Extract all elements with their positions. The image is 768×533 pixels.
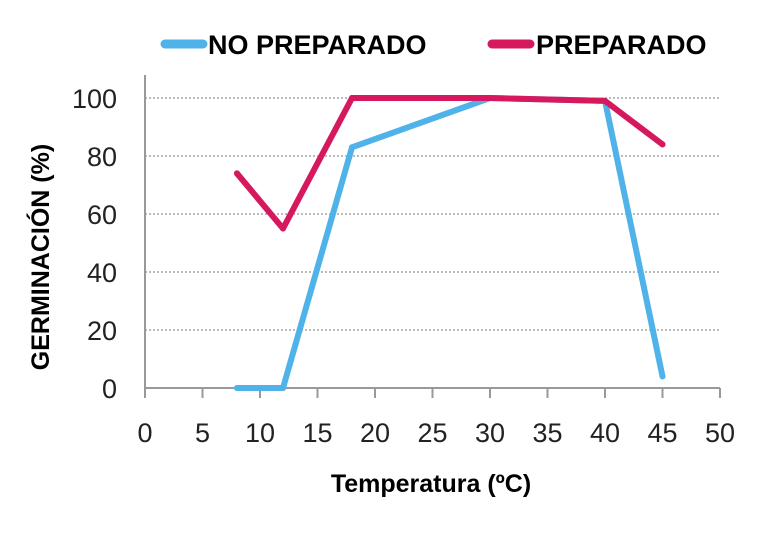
y-tick-label-60: 60 bbox=[87, 200, 117, 230]
data-point-preparado-45 bbox=[659, 141, 666, 148]
legend-label-preparado: PREPARADO bbox=[536, 30, 707, 60]
y-tick-label-100: 100 bbox=[72, 84, 117, 114]
x-tick-label-0: 0 bbox=[137, 418, 152, 448]
data-point-preparado-30 bbox=[487, 95, 493, 101]
x-tick-label-30: 30 bbox=[475, 418, 505, 448]
data-point-no-preparado-12 bbox=[280, 385, 286, 391]
x-tick-labels: 0 5 10 15 20 25 30 35 40 45 50 bbox=[137, 418, 735, 448]
data-point-preparado-8 bbox=[234, 170, 240, 177]
data-point-preparado-18 bbox=[349, 95, 355, 101]
y-axis-title: GERMINACIÓN (%) bbox=[25, 144, 55, 370]
x-axis-title: Temperatura (ºC) bbox=[331, 470, 531, 498]
data-point-no-preparado-8 bbox=[234, 385, 240, 391]
x-tick-label-40: 40 bbox=[590, 418, 620, 448]
x-tick-label-10: 10 bbox=[245, 418, 275, 448]
series-line-no-preparado bbox=[234, 95, 666, 391]
y-tick-label-80: 80 bbox=[87, 142, 117, 172]
data-point-preparado-40 bbox=[602, 97, 608, 104]
series-line-preparado bbox=[234, 95, 666, 232]
legend-label-no-preparado: NO PREPARADO bbox=[208, 30, 427, 60]
y-tick-label-40: 40 bbox=[87, 258, 117, 288]
legend: NO PREPARADO PREPARADO bbox=[160, 30, 707, 60]
data-point-no-preparado-45 bbox=[659, 373, 666, 380]
data-series bbox=[234, 95, 666, 391]
y-tick-label-0: 0 bbox=[102, 374, 117, 404]
x-tick-label-45: 45 bbox=[647, 418, 677, 448]
y-tick-labels: 0 20 40 60 80 100 bbox=[72, 84, 117, 404]
x-tick-label-15: 15 bbox=[302, 418, 332, 448]
y-tick-label-20: 20 bbox=[87, 316, 117, 346]
x-tick-label-5: 5 bbox=[195, 418, 210, 448]
data-point-no-preparado-18 bbox=[349, 144, 355, 151]
x-tick-label-25: 25 bbox=[417, 418, 447, 448]
x-tick-label-50: 50 bbox=[705, 418, 735, 448]
data-point-preparado-12 bbox=[280, 225, 286, 232]
x-tick-label-35: 35 bbox=[532, 418, 562, 448]
gridlines bbox=[145, 97, 720, 331]
x-tick-label-20: 20 bbox=[360, 418, 390, 448]
